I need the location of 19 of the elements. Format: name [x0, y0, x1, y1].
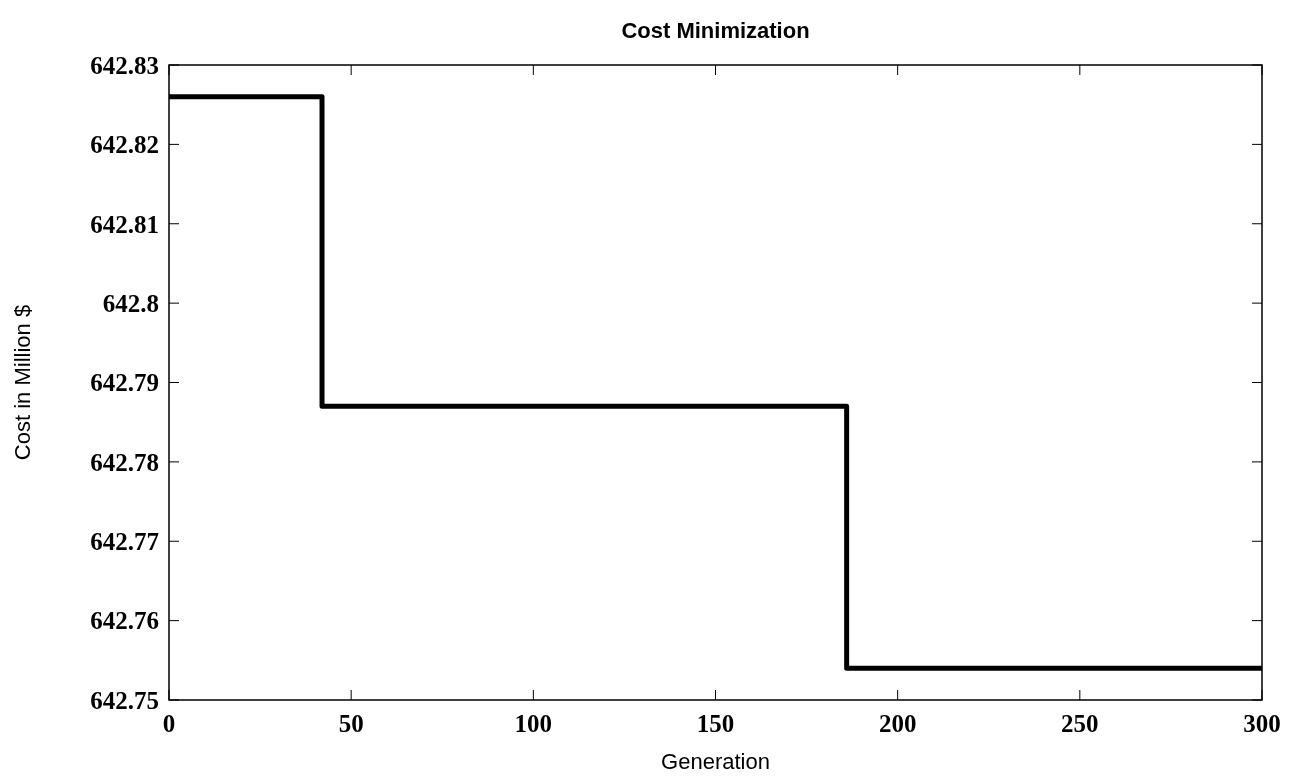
- y-tick-label: 642.79: [90, 369, 159, 397]
- x-tick-label: 100: [514, 710, 553, 737]
- y-tick-label: 642.75: [90, 686, 159, 714]
- y-axis-title: Cost in Million $: [10, 304, 35, 461]
- x-tick-label: 0: [162, 710, 176, 737]
- x-tick-label: 250: [1061, 710, 1099, 737]
- x-tick-label: 150: [696, 710, 735, 737]
- x-tick-label: 200: [878, 710, 917, 737]
- x-axis-title: Generation: [661, 749, 770, 774]
- y-tick-label: 642.77: [90, 528, 159, 555]
- x-tick-label: 300: [1243, 710, 1281, 737]
- chart-title: Cost Minimization: [621, 18, 810, 43]
- y-tick-label: 642.81: [90, 210, 159, 238]
- y-tick-label: 642.76: [90, 607, 159, 635]
- y-tick-label: 642.83: [90, 51, 159, 79]
- y-tick-label: 642.78: [90, 448, 159, 476]
- y-tick-label: 642.8: [102, 289, 159, 317]
- y-tick-label: 642.82: [90, 131, 159, 159]
- x-tick-label: 50: [338, 710, 364, 737]
